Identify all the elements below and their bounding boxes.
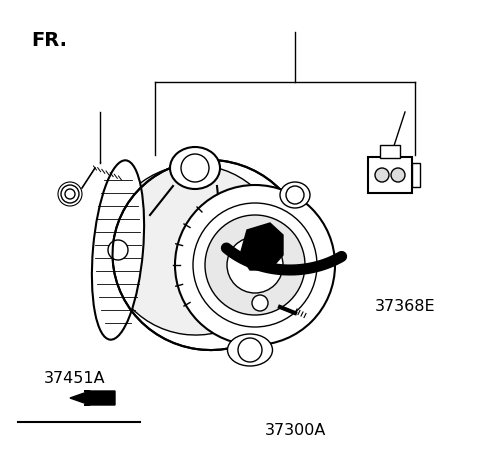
Circle shape <box>175 185 335 345</box>
Circle shape <box>65 189 75 199</box>
FancyBboxPatch shape <box>380 145 400 158</box>
Ellipse shape <box>108 240 128 260</box>
Text: 37368E: 37368E <box>375 299 436 314</box>
Circle shape <box>252 295 268 311</box>
Circle shape <box>238 338 262 362</box>
FancyBboxPatch shape <box>412 163 420 187</box>
Circle shape <box>375 168 389 182</box>
Ellipse shape <box>108 165 282 335</box>
Circle shape <box>286 186 304 204</box>
Circle shape <box>181 154 209 182</box>
Polygon shape <box>240 223 283 270</box>
Text: 37300A: 37300A <box>264 423 326 438</box>
Ellipse shape <box>170 147 220 189</box>
Polygon shape <box>70 391 115 405</box>
Circle shape <box>61 185 79 203</box>
Ellipse shape <box>92 160 144 340</box>
Text: FR.: FR. <box>31 31 67 50</box>
Circle shape <box>391 168 405 182</box>
Ellipse shape <box>228 334 273 366</box>
Circle shape <box>205 215 305 315</box>
Circle shape <box>227 237 283 293</box>
Text: 37451A: 37451A <box>44 371 105 387</box>
Ellipse shape <box>280 182 310 208</box>
FancyBboxPatch shape <box>368 157 412 193</box>
